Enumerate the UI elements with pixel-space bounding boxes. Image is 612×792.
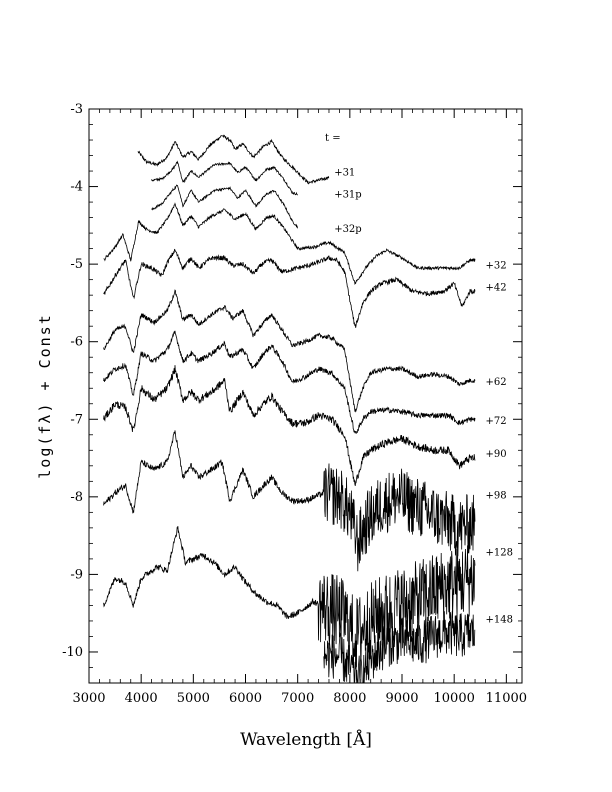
y-axis-label: log(fλ) + Const xyxy=(36,313,54,478)
y-tick-label: -8 xyxy=(70,490,83,505)
epoch-label: +31p xyxy=(334,189,362,200)
y-tick-label: -10 xyxy=(62,645,83,660)
spectrum-line xyxy=(323,610,476,684)
epoch-labels: +31 +31p +32p +32 +42 +62 +72 +90 +98 +128 +148 xyxy=(334,168,513,626)
y-tick-label: -6 xyxy=(70,335,83,350)
epoch-label: +98 xyxy=(485,490,506,501)
spectrum-line xyxy=(103,526,476,670)
y-tick-label: -7 xyxy=(70,412,83,427)
x-tick-label: 4000 xyxy=(125,691,158,706)
x-tick-label: 11000 xyxy=(486,691,527,706)
x-axis-ticks: 3000 4000 5000 6000 7000 8000 9000 10000 11000 xyxy=(72,109,527,706)
x-axis-label: Wavelength [Å] xyxy=(240,729,372,750)
x-tick-label: 6000 xyxy=(229,691,262,706)
plot-frame xyxy=(88,108,523,684)
spectrum-line xyxy=(103,430,476,572)
spectrum-line xyxy=(103,202,476,286)
x-tick-label: 3000 xyxy=(72,691,105,706)
epoch-label: +90 xyxy=(485,449,506,460)
spectrum-line xyxy=(103,365,476,487)
epoch-label: +128 xyxy=(485,548,512,559)
spectrum-line xyxy=(151,160,298,196)
epoch-label: +62 xyxy=(485,377,506,388)
spectrum-line xyxy=(103,289,476,413)
epoch-label: +72 xyxy=(485,416,506,427)
spectra-series xyxy=(103,134,476,684)
x-tick-label: 10000 xyxy=(434,691,475,706)
epoch-label: +32p xyxy=(334,224,362,235)
spectrum-line xyxy=(103,248,476,328)
spectrum-line xyxy=(151,184,299,229)
x-tick-label: 7000 xyxy=(281,691,314,706)
spectrum-line xyxy=(137,134,330,185)
y-tick-label: -5 xyxy=(70,257,83,272)
spectrum-line xyxy=(103,330,476,434)
epoch-label: +31 xyxy=(334,168,355,179)
epoch-label: +32 xyxy=(485,261,506,272)
epoch-label: +148 xyxy=(485,614,512,625)
x-tick-label: 9000 xyxy=(385,691,418,706)
x-tick-label: 8000 xyxy=(333,691,366,706)
y-tick-label: -9 xyxy=(70,567,83,582)
epoch-label: +42 xyxy=(485,282,506,293)
x-tick-label: 5000 xyxy=(177,691,210,706)
y-tick-label: -4 xyxy=(70,180,83,195)
y-tick-label: -3 xyxy=(70,102,83,117)
legend-header: t = xyxy=(325,133,341,144)
y-axis-ticks: -10 -9 -8 -7 -6 -5 -4 -3 xyxy=(62,102,522,684)
